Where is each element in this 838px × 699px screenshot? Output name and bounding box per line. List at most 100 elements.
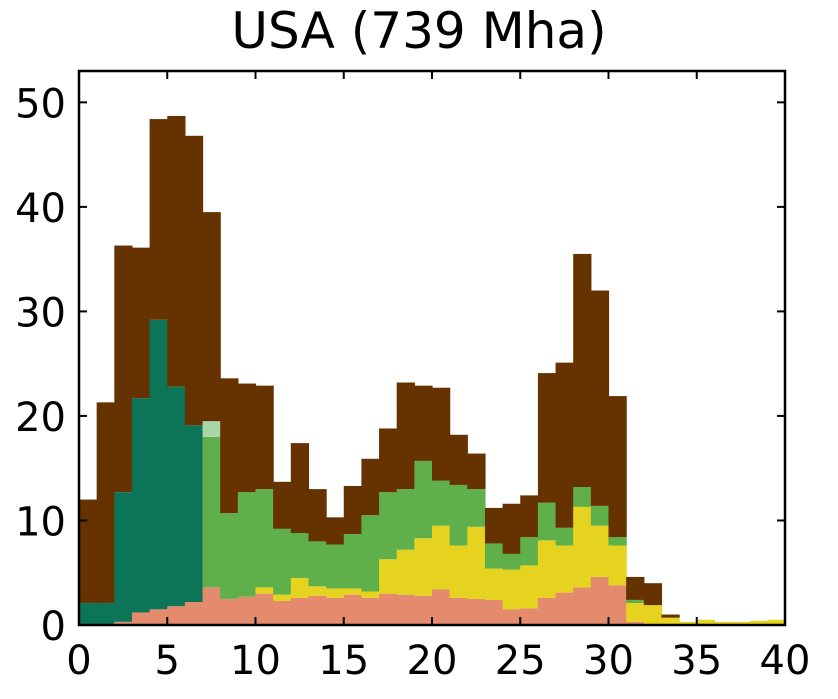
bar-segment (379, 559, 398, 594)
bar-segment (131, 612, 151, 625)
bar-segment (590, 525, 610, 577)
bar-segment (343, 485, 362, 535)
bar-segment (308, 595, 327, 625)
y-tick-label: 0 (41, 604, 66, 650)
bar-segment (184, 425, 204, 603)
bar-segment (696, 619, 715, 625)
bar-segment (414, 538, 433, 596)
bar-segment (414, 385, 433, 461)
bar-segment (537, 373, 557, 503)
bar-segment (131, 398, 151, 613)
bar-segment (573, 487, 592, 507)
bar-segment (202, 436, 221, 588)
bar-segment (237, 596, 257, 625)
bar-segment (273, 528, 292, 595)
bar-segment (326, 597, 345, 625)
bar-segment (79, 499, 98, 604)
bar-segment (343, 594, 362, 625)
bar-segment (326, 517, 345, 545)
bar-segment (149, 609, 168, 625)
bar-segment (626, 603, 645, 622)
bar-segment (767, 619, 786, 625)
bar-segment (608, 545, 627, 586)
bar-segment (149, 119, 168, 320)
bar-segment (184, 602, 204, 625)
y-tick-label: 50 (15, 81, 66, 127)
bar-segment (96, 603, 115, 625)
bar-segment (679, 621, 698, 625)
bar-segment (326, 544, 345, 589)
bar-segment (520, 495, 539, 538)
bar-segment (432, 525, 451, 590)
bar-segment (308, 586, 327, 596)
bar-segment (590, 505, 610, 526)
bar-segment (361, 597, 380, 625)
bar-segment (255, 587, 274, 594)
x-tick-label: 5 (155, 638, 180, 684)
bar-segment (537, 597, 557, 625)
bar-segment (290, 577, 310, 598)
bar-segment (114, 245, 133, 493)
bar-segment (290, 443, 310, 534)
bar-segment (432, 589, 451, 625)
bar-segment (502, 503, 521, 554)
bar-segment (343, 534, 362, 589)
bar-segment (643, 583, 663, 606)
bar-segment (237, 492, 257, 597)
histogram-bars (79, 115, 786, 625)
bar-segment (379, 492, 398, 560)
bar-segment (608, 585, 627, 625)
bar-segment (520, 608, 539, 625)
bar-segment (449, 484, 468, 546)
bar-segment (167, 606, 186, 625)
bar-segment (626, 599, 645, 604)
bar-segment (131, 247, 151, 399)
bar-segment (590, 290, 610, 506)
bar-segment (220, 378, 239, 514)
x-tick-label: 0 (66, 638, 91, 684)
bar-segment (114, 621, 133, 625)
bar-segment (626, 621, 645, 625)
x-tick-label: 25 (495, 638, 546, 684)
axis-ticks (78, 71, 786, 626)
bar-segment (573, 253, 592, 488)
y-tick-label: 10 (15, 499, 66, 545)
x-tick-label: 15 (318, 638, 369, 684)
bar-segment (220, 598, 239, 625)
bar-segment (273, 600, 292, 625)
bar-segment (326, 588, 345, 598)
bar-segment (237, 383, 257, 493)
bar-segment (290, 533, 310, 578)
bar-segment (555, 545, 574, 593)
bar-segment (573, 587, 592, 625)
bar-segment (414, 595, 433, 625)
bar-segment (537, 502, 557, 541)
bar-segment (202, 212, 221, 422)
bar-segment (361, 515, 380, 592)
bar-segment (96, 402, 115, 604)
axis-tick-labels: 0 5 10 15 20 25 30 35 40 0 10 20 30 40 50 (15, 81, 810, 684)
bar-segment (467, 453, 486, 490)
bar-segment (732, 621, 751, 625)
bar-segment (167, 386, 186, 607)
bar-segment (626, 576, 645, 600)
bar-segment (396, 489, 415, 550)
bar-segment (467, 489, 486, 527)
bar-segment (573, 506, 592, 588)
bar-segment (290, 597, 310, 625)
bar-segment (502, 609, 521, 625)
bar-segment (432, 480, 451, 526)
x-tick-label: 20 (407, 638, 458, 684)
bar-segment (484, 599, 504, 625)
bar-segment (184, 135, 204, 426)
bar-segment (449, 545, 468, 598)
bar-segment (202, 421, 221, 437)
bar-segment (520, 537, 539, 566)
bar-segment (484, 543, 504, 569)
bar-segment (79, 603, 98, 625)
bar-segment (520, 565, 539, 609)
bar-segment (432, 387, 451, 481)
bar-segment (308, 489, 327, 542)
bar-segment (396, 594, 415, 625)
bar-segment (255, 385, 274, 490)
